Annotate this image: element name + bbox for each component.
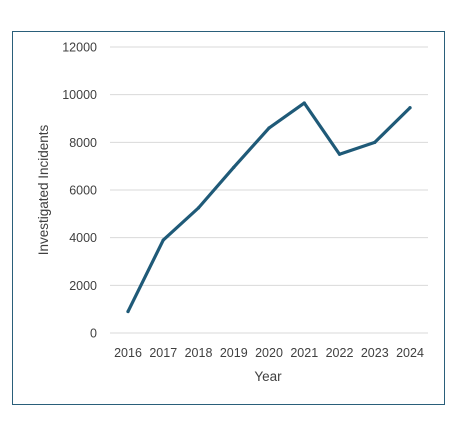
- series-line: [126, 101, 412, 314]
- x-tick-label: 2022: [326, 346, 354, 360]
- data-point-2024: [408, 106, 412, 110]
- y-tick-label: 8000: [69, 136, 97, 150]
- data-point-2020: [267, 126, 271, 130]
- data-point-2016: [126, 309, 130, 314]
- grid-lines: [110, 46, 428, 334]
- data-point-2023: [373, 140, 377, 144]
- x-tick-label: 2024: [396, 346, 424, 360]
- x-tick-label: 2017: [149, 346, 177, 360]
- y-tick-label: 0: [90, 327, 97, 341]
- data-point-2021: [302, 101, 306, 105]
- data-point-2022: [337, 152, 342, 156]
- y-tick-labels: 0 2000 4000 6000 8000 10000 12000: [62, 41, 97, 341]
- x-tick-label: 2021: [290, 346, 318, 360]
- y-tick-label: 2000: [69, 279, 97, 293]
- x-tick-label: 2023: [361, 346, 389, 360]
- data-point-2017: [161, 238, 165, 242]
- x-tick-label: 2020: [255, 346, 283, 360]
- x-tick-label: 2016: [114, 346, 142, 360]
- y-axis-title: Investigated Incidents: [36, 124, 51, 255]
- x-tick-labels: 2016 2017 2018 2019 2020 2021 2022 2023 2024: [114, 346, 424, 360]
- x-tick-label: 2018: [185, 346, 213, 360]
- data-point-2019: [232, 165, 236, 169]
- data-point-2018: [196, 206, 201, 210]
- x-axis-title: Year: [254, 369, 282, 384]
- y-tick-label: 12000: [62, 41, 97, 55]
- x-tick-label: 2019: [220, 346, 248, 360]
- series-layer: [126, 101, 412, 314]
- y-tick-label: 6000: [69, 184, 97, 198]
- y-tick-label: 4000: [69, 231, 97, 245]
- y-tick-label: 10000: [62, 88, 97, 102]
- chart-frame: [12, 31, 445, 405]
